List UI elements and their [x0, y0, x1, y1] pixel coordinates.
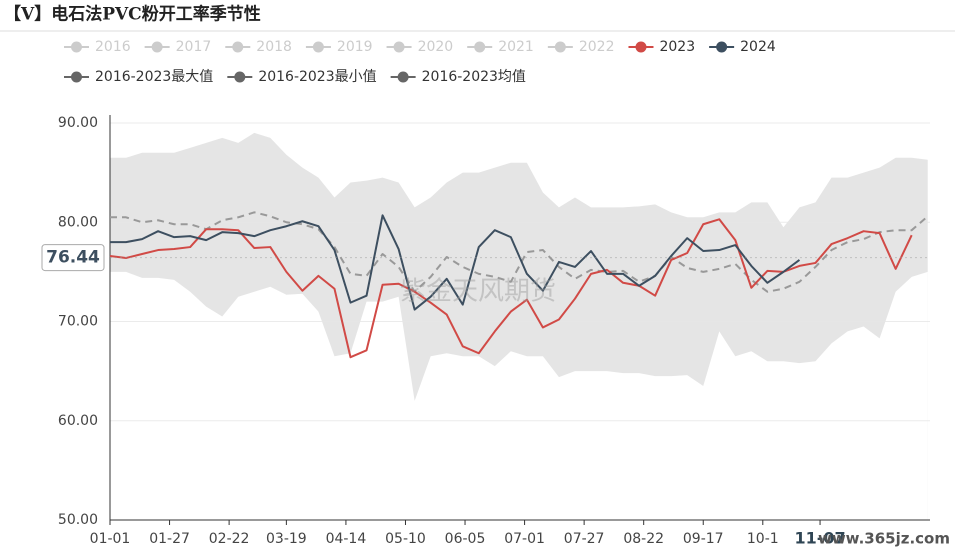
legend-label[interactable]: 2021	[498, 39, 534, 55]
y-tick-label: 60.00	[58, 413, 98, 429]
x-tick-label: 07-27	[564, 531, 605, 547]
y-tick-label: 70.00	[58, 314, 98, 330]
x-tick-label: 02-22	[209, 531, 250, 547]
watermark: 紫金天风期货	[400, 277, 556, 307]
legend-label[interactable]: 2024	[740, 39, 776, 55]
legend-label[interactable]: 2016-2023最大值	[95, 69, 213, 85]
series-line	[110, 211, 929, 293]
x-tick-label: 04-14	[326, 531, 367, 547]
legend-icon	[151, 41, 163, 53]
legend-icon	[312, 41, 324, 53]
legend-icon	[554, 41, 566, 53]
legend-icon	[71, 71, 82, 83]
legend-label[interactable]: 2016-2023均值	[422, 69, 526, 85]
legend-label[interactable]: 2016-2023最小值	[258, 69, 376, 85]
legend-label[interactable]: 2016	[95, 39, 131, 55]
x-tick-label: 09-17	[683, 531, 724, 547]
series-line	[110, 214, 801, 311]
watermark: www.365jz.com	[818, 530, 950, 548]
legend-label[interactable]: 2019	[337, 39, 373, 55]
y-tick-label: 80.00	[58, 214, 98, 230]
legend-icon	[397, 71, 409, 83]
chart-title: 【V】电石法PVC粉开工率季节性	[4, 4, 261, 25]
x-tick-label: 01-01	[90, 531, 131, 547]
x-tick-label: 07-01	[504, 531, 545, 547]
x-tick-label: 10-1	[747, 531, 779, 547]
legend-icon	[234, 71, 246, 83]
legend-icon	[232, 41, 244, 53]
x-tick-label: 08-22	[623, 531, 664, 547]
legend-label[interactable]: 2017	[176, 39, 212, 55]
x-tick-label: 06-05	[445, 531, 486, 547]
legend-label[interactable]: 2018	[256, 39, 292, 55]
legend-label[interactable]: 2020	[418, 39, 454, 55]
legend-label[interactable]: 2022	[579, 39, 615, 55]
y-tick-label: 90.00	[58, 115, 98, 131]
legend-label[interactable]: 2023	[659, 39, 695, 55]
pointer-box	[41, 244, 105, 272]
x-tick-label: 11-07	[794, 529, 845, 548]
series-line	[109, 218, 913, 359]
legend-icon	[474, 41, 486, 53]
x-tick-label: 01-27	[149, 531, 190, 547]
legend-icon	[393, 41, 405, 53]
x-tick-label: 05-10	[385, 531, 426, 547]
legend-icon	[716, 41, 728, 53]
pointer-label: 76.44	[46, 248, 100, 268]
y-tick-label: 50.00	[58, 512, 98, 528]
band-area	[110, 271, 928, 520]
legend-icon	[635, 41, 647, 53]
legend-icon	[71, 41, 82, 53]
x-tick-label: 03-19	[266, 531, 307, 547]
